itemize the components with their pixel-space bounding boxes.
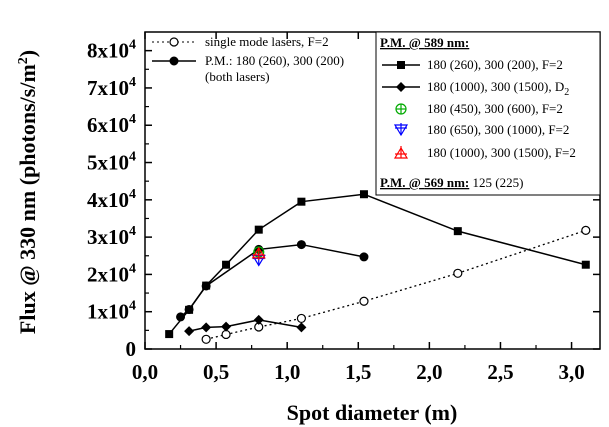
series-line xyxy=(205,229,586,340)
y-tick-label: 8x104 xyxy=(87,38,136,63)
y-tick-label: 5x104 xyxy=(87,150,136,175)
legend-right: P.M. @ 589 nm: 180 (260), 300 (200), F=2… xyxy=(375,31,601,196)
data-point xyxy=(201,322,212,333)
y-tick-label: 6x104 xyxy=(87,112,136,137)
data-point xyxy=(221,329,231,340)
series-1 xyxy=(176,240,369,322)
legend-footer-569: P.M. @ 569 nm: 125 (225) xyxy=(380,175,523,190)
y-tick-label: 0 xyxy=(126,337,137,361)
x-axis-title: Spot diameter (m) xyxy=(287,400,458,425)
data-point xyxy=(221,321,232,332)
legend-red-label: 180 (1000), 300 (1500), F=2 xyxy=(427,145,576,160)
data-point xyxy=(202,281,211,290)
legend-blue-label: 180 (650), 300 (1000), F=2 xyxy=(427,122,569,137)
data-point xyxy=(254,225,263,234)
data-point xyxy=(359,296,369,306)
legend-square-label: 180 (260), 300 (200), F=2 xyxy=(427,57,563,72)
data-point xyxy=(253,314,264,325)
y-axis-tick-labels: 0 1x104 2x104 3x104 4x104 5x104 6x104 7x104 8x10… xyxy=(87,38,136,361)
x-tick-label: 3,0 xyxy=(558,360,584,384)
data-point xyxy=(297,197,306,206)
x-tick-label: 0,5 xyxy=(203,360,229,384)
y-tick-label: 7x104 xyxy=(87,75,136,100)
legend-pm-both-label-line2: (both lasers) xyxy=(205,69,270,84)
x-axis-tick-labels: 0,0 0,5 1,0 1,5 2,0 2,5 3,0 xyxy=(132,360,585,384)
data-point xyxy=(184,326,195,337)
legend-open-circle-marker xyxy=(169,37,179,47)
series-2 xyxy=(165,190,590,339)
y-tick-label: 1x104 xyxy=(87,299,136,324)
legend-diamond-label: 180 (1000), 300 (1500), D2 xyxy=(427,79,569,98)
legend-single-mode-label: single mode lasers, F=2 xyxy=(205,34,329,49)
data-point xyxy=(359,252,369,262)
x-tick-label: 2,0 xyxy=(416,360,442,384)
x-tick-label: 2,5 xyxy=(487,360,513,384)
x-tick-label: 1,5 xyxy=(345,360,371,384)
data-point xyxy=(185,305,194,314)
data-point xyxy=(581,260,590,269)
data-point xyxy=(296,313,307,324)
data-point xyxy=(222,260,231,269)
x-tick-label: 0,0 xyxy=(132,360,158,384)
legend-blue-triangle-down-marker xyxy=(393,123,409,137)
legend-filled-diamond-marker xyxy=(396,82,406,92)
data-point xyxy=(453,268,463,278)
legend-pm-both-label: P.M.: 180 (260), 300 (200) xyxy=(205,53,344,68)
y-tick-label: 4x104 xyxy=(87,187,136,212)
data-point xyxy=(359,190,368,199)
y-tick-label: 2x104 xyxy=(87,261,136,286)
data-point xyxy=(251,246,266,260)
data-point xyxy=(296,322,307,333)
data-point xyxy=(296,240,306,250)
x-tick-label: 1,0 xyxy=(274,360,300,384)
y-tick-label: 3x104 xyxy=(87,224,136,249)
legend-red-triangle-up-marker xyxy=(393,146,409,159)
series-line xyxy=(180,243,365,318)
data-point xyxy=(581,225,591,236)
series-line xyxy=(168,193,586,335)
y-axis-title: Flux @ 330 nm (photons/s/m2) xyxy=(15,50,40,334)
series-0 xyxy=(201,225,591,344)
legend-left: single mode lasers, F=2 P.M.: 180 (260),… xyxy=(152,34,344,84)
series-layer xyxy=(165,190,591,344)
legend-green-label: 180 (450), 300 (600), F=2 xyxy=(427,101,563,116)
data-point xyxy=(201,334,211,344)
series-6 xyxy=(251,246,266,260)
legend-right-box xyxy=(375,31,601,196)
legend-header-589: P.M. @ 589 nm: xyxy=(380,35,469,50)
legend-filled-square-marker xyxy=(397,61,405,69)
series-3 xyxy=(184,314,307,337)
legend-green-circle-plus-marker xyxy=(395,103,407,115)
legend-filled-circle-marker xyxy=(169,56,179,66)
data-point xyxy=(165,330,174,339)
data-point xyxy=(453,227,462,236)
